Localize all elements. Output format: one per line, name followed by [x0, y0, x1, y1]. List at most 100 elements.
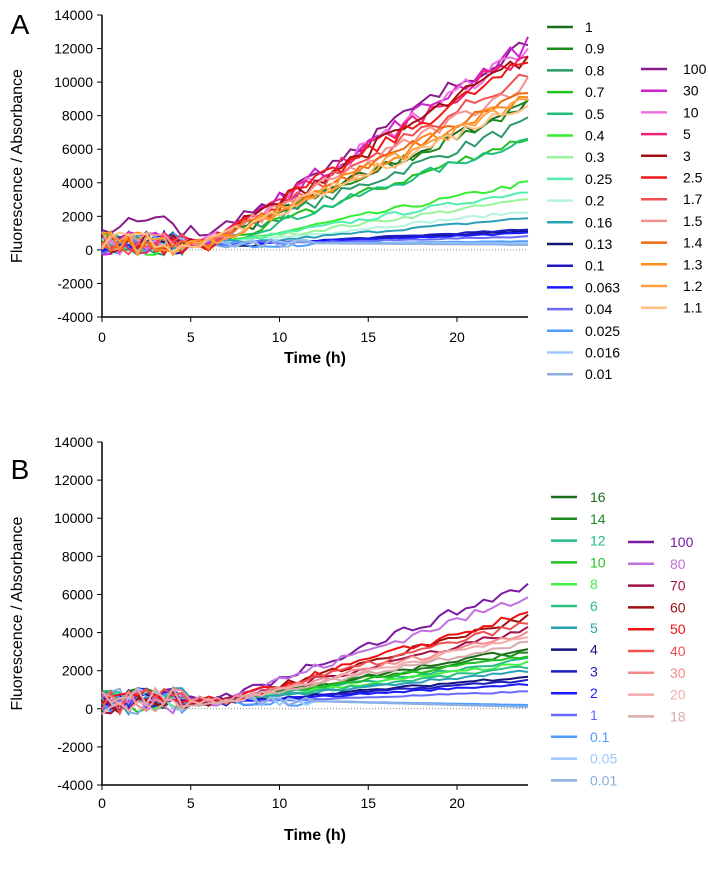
legend-label: 1: [590, 707, 598, 723]
legend-label: 18: [670, 708, 686, 724]
legend-label: 1: [585, 19, 593, 35]
legend-item: 0.2: [547, 193, 605, 209]
legend-label: 0.1: [590, 729, 610, 745]
legend-label: 0.4: [585, 128, 605, 144]
y-tick-label: 12000: [54, 472, 93, 488]
legend-label: 30: [670, 665, 686, 681]
panel-label: B: [11, 454, 30, 485]
y-tick-label: 4000: [62, 625, 93, 641]
legend-label: 0.9: [585, 41, 605, 57]
series-line-1.1: [101, 104, 529, 254]
legend-item: 2: [551, 685, 598, 701]
legend-item: 60: [628, 599, 686, 615]
legend-item: 1.4: [641, 235, 703, 251]
legend-item: 1.2: [641, 278, 703, 294]
legend-label: 0.5: [585, 106, 605, 122]
legend-label: 6: [590, 598, 598, 614]
y-tick-label: 8000: [62, 108, 93, 124]
legend-label: 14: [590, 511, 606, 527]
legend-label: 50: [670, 621, 686, 637]
legend-label: 1.1: [683, 300, 703, 316]
x-tick-label: 5: [187, 329, 195, 345]
y-tick-label: 6000: [62, 141, 93, 157]
panel-label: A: [11, 9, 30, 40]
y-tick-label: 10000: [54, 74, 93, 90]
legend-item: 30: [628, 665, 686, 681]
series-line-1.5: [101, 76, 529, 252]
x-axis-title: Time (h): [284, 350, 346, 367]
legend-label: 1.7: [683, 191, 703, 207]
legend-item: 5: [641, 126, 691, 142]
legend-item: 1.5: [641, 213, 703, 229]
x-tick-label: 0: [98, 329, 106, 345]
legend-item: 3: [551, 663, 598, 679]
legend-label: 0.2: [585, 193, 605, 209]
legend-item: 100: [641, 61, 707, 77]
legend-item: 0.7: [547, 84, 605, 100]
legend-item: 1.1: [641, 300, 703, 316]
legend-item: 0.025: [547, 323, 620, 339]
legend-item: 0.3: [547, 149, 605, 165]
legend-label: 16: [590, 489, 606, 505]
legend-item: 80: [628, 556, 686, 572]
x-tick-label: 15: [360, 329, 376, 345]
legend-label: 80: [670, 556, 686, 572]
y-axis-title: Fluorescence / Absorbance: [9, 516, 26, 710]
legend-label: 0.025: [585, 323, 620, 339]
legend-label: 0.7: [585, 84, 605, 100]
legend-item: 0.01: [551, 772, 617, 788]
legend-item: 0.13: [547, 236, 612, 252]
legend-label: 0.063: [585, 279, 620, 295]
y-tick-label: 10000: [54, 510, 93, 526]
y-tick-label: 0: [85, 242, 93, 258]
legend-label: 0.01: [590, 772, 617, 788]
y-tick-label: -4000: [57, 777, 93, 793]
legend-label: 1.4: [683, 235, 703, 251]
legend-item: 0.25: [547, 171, 612, 187]
legend-label: 5: [683, 126, 691, 142]
legend-item: 70: [628, 578, 686, 594]
x-tick-label: 20: [449, 329, 465, 345]
legend-label: 3: [590, 663, 598, 679]
legend-item: 0.4: [547, 128, 605, 144]
legend-label: 30: [683, 83, 699, 99]
legend-item: 0.16: [547, 214, 612, 230]
legend-label: 0.13: [585, 236, 612, 252]
legend-label: 100: [683, 61, 707, 77]
series-line-20: [101, 636, 529, 716]
legend-label: 2.5: [683, 170, 703, 186]
series-line-1.7: [101, 73, 529, 256]
y-tick-label: 6000: [62, 586, 93, 602]
legend-item: 4: [551, 642, 598, 658]
legend-item: 0.05: [551, 751, 617, 767]
x-axis-title: Time (h): [284, 827, 346, 844]
x-tick-label: 5: [187, 795, 195, 811]
legend-label: 20: [670, 687, 686, 703]
legend-label: 5: [590, 620, 598, 636]
legend-label: 10: [683, 104, 699, 120]
legend-label: 0.3: [585, 149, 605, 165]
legend-item: 1.7: [641, 191, 703, 207]
legend-label: 0.05: [590, 751, 617, 767]
y-tick-label: 12000: [54, 41, 93, 57]
legend-item: 1: [551, 707, 598, 723]
x-tick-label: 10: [272, 329, 288, 345]
legend-label: 100: [670, 534, 694, 550]
legend-item: 18: [628, 708, 686, 724]
legend-item: 0.1: [547, 258, 605, 274]
legend-label: 0.1: [585, 258, 605, 274]
legend-item: 0.063: [547, 279, 620, 295]
y-axis-title: Fluorescence / Absorbance: [9, 69, 26, 263]
panel-A: A -4000 -2000 0 2000 4000 6000 8000 10000 12000 14…: [9, 7, 707, 382]
y-tick-label: 2000: [62, 663, 93, 679]
legend-item: 10: [551, 554, 606, 570]
legend-item: 40: [628, 643, 686, 659]
legend-item: 2.5: [641, 170, 703, 186]
series-line-0.01: [101, 687, 529, 716]
legend-item: 16: [551, 489, 606, 505]
legend-item: 6: [551, 598, 598, 614]
legend-item: 0.016: [547, 345, 620, 361]
legend-label: 4: [590, 642, 598, 658]
x-tick-label: 10: [272, 795, 288, 811]
